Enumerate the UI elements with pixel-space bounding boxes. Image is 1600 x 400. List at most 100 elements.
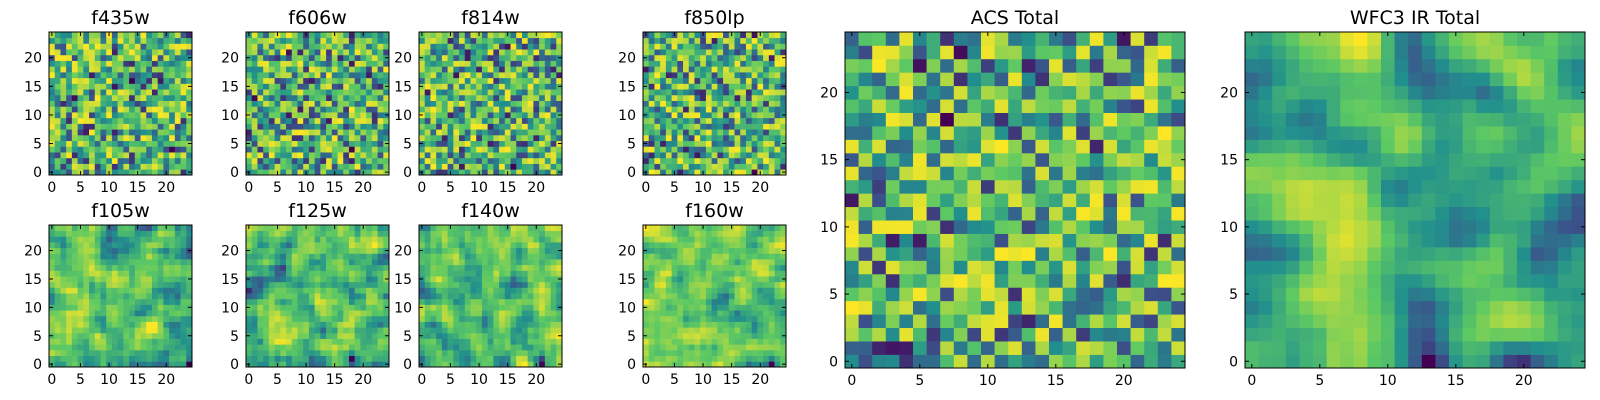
heatmap-cell — [71, 287, 78, 294]
heatmap-cell — [487, 230, 494, 237]
heatmap-cell — [648, 287, 655, 294]
heatmap-cell — [280, 152, 287, 159]
heatmap-cell — [774, 134, 781, 142]
heatmap-cell — [665, 332, 672, 339]
heatmap-cell — [665, 344, 672, 351]
heatmap-cell — [348, 146, 356, 153]
heatmap-cell — [83, 37, 90, 44]
heatmap-cell — [366, 146, 373, 153]
heatmap-cell — [348, 66, 356, 73]
heatmap-cell — [169, 60, 176, 67]
heatmap-cell — [94, 152, 101, 159]
heatmap-cell — [169, 270, 176, 277]
heatmap-cell — [660, 281, 667, 288]
heatmap-cell — [331, 163, 338, 170]
heatmap-cell — [470, 37, 477, 44]
heatmap-cell — [343, 304, 350, 311]
heatmap-cell — [263, 361, 270, 368]
heatmap-cell — [49, 281, 56, 288]
heatmap-cell — [516, 310, 523, 317]
heatmap-cell — [424, 276, 431, 283]
heatmap-cell — [314, 117, 321, 124]
heatmap-cell — [117, 146, 124, 153]
heatmap-cell — [286, 89, 293, 96]
heatmap-cell — [660, 106, 667, 113]
heatmap-cell — [654, 152, 661, 159]
heatmap-cell — [157, 259, 164, 266]
heatmap-cell — [470, 361, 477, 368]
heatmap-cell — [481, 276, 488, 283]
heatmap-cell — [337, 112, 344, 119]
heatmap-cell — [464, 106, 471, 113]
heatmap-cell — [100, 146, 107, 153]
heatmap-cell — [556, 49, 563, 56]
heatmap-cell — [274, 43, 281, 50]
heatmap-cell — [314, 264, 321, 271]
heatmap-cell — [106, 77, 113, 84]
heatmap-cell — [337, 242, 344, 249]
heatmap-cell — [291, 72, 298, 79]
heatmap-cell — [66, 236, 73, 243]
heatmap-cell — [320, 264, 327, 271]
heatmap-cell — [286, 304, 293, 311]
heatmap-cell — [504, 77, 511, 84]
heatmap-cell — [348, 281, 356, 288]
heatmap-cell — [280, 112, 287, 119]
heatmap-cell — [263, 129, 270, 136]
heatmap-cell — [106, 157, 113, 164]
heatmap-cell — [734, 361, 741, 368]
heatmap-cell — [464, 100, 471, 107]
heatmap-cell — [303, 230, 310, 237]
heatmap-cell — [89, 112, 96, 119]
heatmap-cell — [550, 117, 557, 124]
heatmap-cell — [436, 276, 443, 283]
heatmap-cell — [717, 94, 724, 101]
heatmap-cell — [291, 129, 298, 136]
heatmap-cell — [66, 117, 73, 124]
heatmap-cell — [366, 94, 373, 101]
heatmap-cell — [556, 94, 563, 101]
heatmap-cell — [763, 32, 770, 39]
heatmap-cell — [286, 72, 293, 79]
heatmap-cell — [100, 247, 107, 254]
heatmap-cell — [151, 94, 159, 101]
heatmap-cell — [470, 140, 477, 147]
heatmap-cell — [174, 140, 181, 147]
heatmap-cell — [740, 117, 747, 124]
heatmap-cell — [436, 77, 443, 84]
heatmap-cell — [360, 253, 367, 260]
heatmap-cell — [169, 37, 176, 44]
heatmap-cell — [280, 32, 287, 39]
heatmap-cell — [677, 146, 684, 153]
heatmap-cell — [740, 321, 747, 328]
heatmap-cell — [343, 72, 350, 79]
heatmap-cell — [717, 310, 724, 317]
heatmap-cell — [151, 361, 159, 368]
heatmap-cell — [100, 134, 107, 142]
heatmap-cell — [377, 157, 384, 164]
heatmap-cell — [665, 163, 672, 170]
heatmap-cell — [510, 276, 517, 283]
heatmap-cell — [286, 344, 293, 351]
heatmap-cell — [280, 298, 287, 305]
heatmap-cell — [383, 37, 390, 44]
heatmap-cells — [643, 32, 787, 176]
heatmap-cell — [383, 117, 390, 124]
heatmap-cell — [544, 77, 551, 84]
heatmap-cell — [757, 293, 764, 300]
heatmap-cell — [504, 270, 511, 277]
heatmap-cell — [343, 89, 350, 96]
heatmap-cell — [337, 253, 344, 260]
heatmap-cell — [348, 163, 356, 170]
heatmap-cell — [66, 83, 73, 90]
heatmap-cell — [140, 310, 147, 317]
heatmap-cell — [504, 43, 511, 50]
heatmap-cell — [308, 355, 315, 362]
heatmap-cell — [60, 77, 67, 84]
heatmap-cell — [700, 298, 707, 305]
heatmap-cell — [89, 264, 96, 271]
heatmap-cell — [60, 338, 67, 345]
heatmap-cell — [348, 247, 356, 254]
